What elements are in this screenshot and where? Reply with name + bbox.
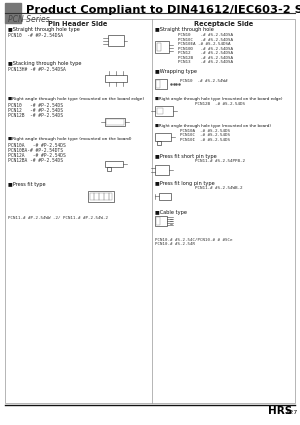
Bar (156, 79, 160, 88)
Text: PCN10D   -# #S-2.54DSA: PCN10D -# #S-2.54DSA (178, 46, 233, 51)
Text: PCN10EA -# #S-2.54DSA: PCN10EA -# #S-2.54DSA (178, 42, 230, 46)
Bar (159, 193, 171, 199)
Text: ■Cable type: ■Cable type (155, 210, 187, 215)
Text: PCN12B  -# #S-2.54DS: PCN12B -# #S-2.54DS (195, 102, 245, 105)
Bar (108, 35, 124, 46)
Text: PCN10C  -# #S-2.54DS: PCN10C -# #S-2.54DS (180, 133, 230, 137)
Text: PCN10  -# #S-2.54W#: PCN10 -# #S-2.54W# (180, 79, 227, 82)
Text: Product Compliant to DIN41612/IEC603-2 Standard: Product Compliant to DIN41612/IEC603-2 S… (26, 5, 300, 15)
Text: ■Press fit long pin type: ■Press fit long pin type (155, 181, 215, 185)
Text: HRS: HRS (268, 406, 292, 416)
Bar (105, 118, 125, 126)
Bar (155, 41, 169, 53)
Text: PCN10C   -# #S-2.54DSA: PCN10C -# #S-2.54DSA (178, 37, 233, 42)
Text: PCN10A   -# #P-2.54DS: PCN10A -# #P-2.54DS (8, 143, 66, 148)
Bar (155, 133, 171, 141)
Text: ■Right angle through hole type (mounted on the board): ■Right angle through hole type (mounted … (155, 124, 271, 128)
Text: PCN12   -# #P-2.54DS: PCN12 -# #P-2.54DS (8, 108, 63, 113)
Bar (155, 215, 167, 226)
Text: A27: A27 (286, 410, 298, 414)
Text: Pin Header Side: Pin Header Side (48, 21, 108, 27)
Bar (88, 191, 114, 202)
Text: ■Stacking through hole type: ■Stacking through hole type (8, 61, 82, 66)
Text: PCN13    -# #S-2.54DSA: PCN13 -# #S-2.54DSA (178, 60, 233, 64)
Bar (155, 79, 167, 88)
Text: ■Straight through hole type: ■Straight through hole type (8, 27, 80, 32)
Text: ■Press fit short pin type: ■Press fit short pin type (155, 153, 217, 159)
Text: ■Wrapping type: ■Wrapping type (155, 68, 197, 74)
Text: PCN11-# #S-2.54PPB-2: PCN11-# #S-2.54PPB-2 (195, 159, 245, 162)
Text: PCN10-# #S-2.54C/PCN10-# # #SCe: PCN10-# #S-2.54C/PCN10-# # #SCe (155, 238, 232, 241)
Text: PCN12    -# #S-2.54DSA: PCN12 -# #S-2.54DSA (178, 51, 233, 55)
Text: PCN13H# -# #P-2.54DSA: PCN13H# -# #P-2.54DSA (8, 67, 66, 72)
Text: ■Right angle through hole type (mounted on the board edge): ■Right angle through hole type (mounted … (8, 97, 144, 101)
Text: PCN10-# #S-2.54R: PCN10-# #S-2.54R (155, 242, 195, 246)
Text: ■Straight through hole: ■Straight through hole (155, 27, 214, 32)
Text: Receptacle Side: Receptacle Side (194, 21, 254, 27)
Bar (107, 167, 111, 171)
Text: PCN10   -# #P-2.54DS: PCN10 -# #P-2.54DS (8, 103, 63, 108)
Text: PCN12B   -# #S-2.54DSA: PCN12B -# #S-2.54DSA (178, 56, 233, 60)
Bar (155, 164, 169, 175)
Text: PCN10  -# #P-2.54DSA: PCN10 -# #P-2.54DSA (8, 33, 63, 38)
Text: PCN12A   -# #P-2.54DS: PCN12A -# #P-2.54DS (8, 153, 66, 158)
Text: ■Press fit type: ■Press fit type (8, 182, 46, 187)
Bar (90, 193, 112, 200)
Bar (157, 43, 161, 51)
Text: PCN11-# #S-2.54WB-2: PCN11-# #S-2.54WB-2 (195, 185, 242, 190)
Text: PCN10A  -# #S-2.54DS: PCN10A -# #S-2.54DS (180, 128, 230, 133)
Text: ■Right angle through hole type (mounted on the board): ■Right angle through hole type (mounted … (8, 137, 131, 141)
Bar (105, 161, 123, 167)
Bar (157, 141, 161, 145)
Bar (105, 75, 127, 82)
Text: PCN10    -# #S-2.54DSA: PCN10 -# #S-2.54DSA (178, 33, 233, 37)
Text: PCN11-# #P-2.54WW -2/ PCN11-# #P-2.54W-2: PCN11-# #P-2.54WW -2/ PCN11-# #P-2.54W-2 (8, 216, 108, 220)
Text: ■Right angle through hole type (mounted on the board edge): ■Right angle through hole type (mounted … (155, 96, 283, 100)
Bar (155, 105, 173, 116)
Text: PCN10BA-# #P-2.54DTS: PCN10BA-# #P-2.54DTS (8, 148, 63, 153)
Bar (156, 216, 160, 224)
Bar (106, 119, 124, 125)
Text: PCN12B  -# #P-2.54DS: PCN12B -# #P-2.54DS (8, 113, 63, 118)
Bar (157, 108, 163, 113)
Text: PCN Series: PCN Series (8, 15, 50, 24)
Bar (5, 3, 21, 23)
Text: PCN10I  -# #S-2.54DS: PCN10I -# #S-2.54DS (180, 138, 230, 142)
Text: PCN12BA -# #P-2.54DS: PCN12BA -# #P-2.54DS (8, 158, 63, 163)
